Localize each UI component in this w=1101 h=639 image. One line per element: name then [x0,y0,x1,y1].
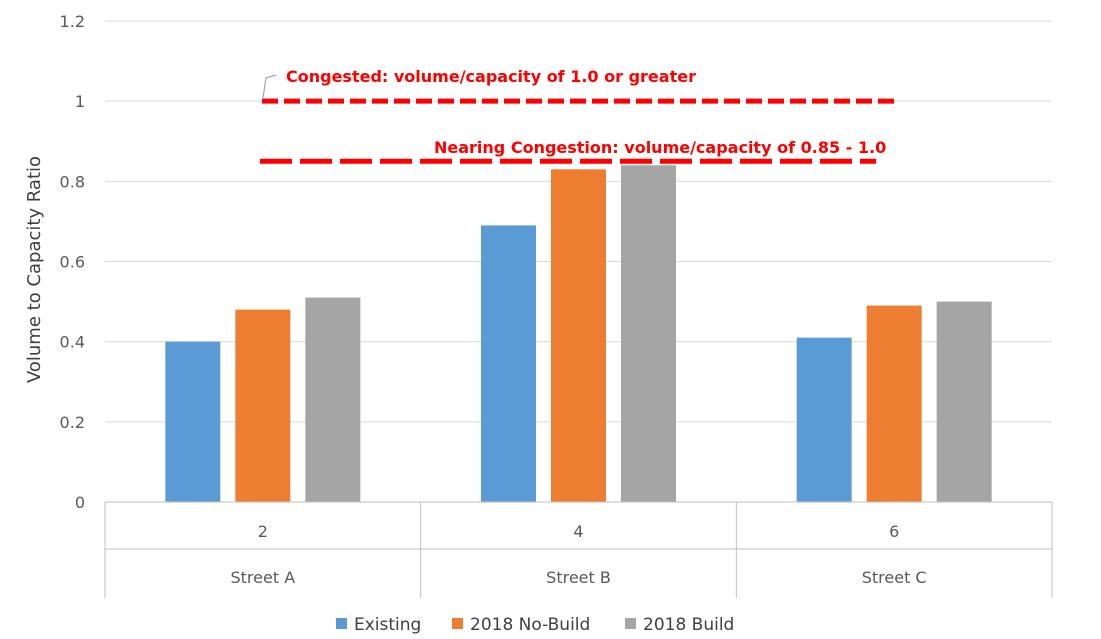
legend: Existing 2018 No-Build 2018 Build [336,615,734,635]
y-tick-label: 0.6 [60,253,85,272]
y-axis-ticks: 0 0.2 0.4 0.6 0.8 1 1.2 [60,12,85,512]
bar [936,301,992,502]
bar [866,305,922,502]
bar [165,341,221,502]
y-tick-label: 1.2 [60,12,85,31]
bar [481,225,536,503]
y-tick-label: 0.2 [60,413,85,432]
x-category-label: Street B [546,568,611,587]
y-tick-label: 1 [75,92,85,111]
nearing-congestion-annotation: Nearing Congestion: volume/capacity of 0… [434,138,886,157]
legend-label: Existing [354,615,421,635]
bar [551,169,606,502]
bar [235,309,291,502]
legend-label: 2018 Build [643,615,734,635]
legend-swatch [452,618,463,629]
annotations: Congested: volume/capacity of 1.0 or gre… [260,67,897,164]
annotation-leader-line [262,74,277,99]
x-tick-label: 2 [258,522,268,541]
x-category-label: Street A [231,568,296,587]
bars [165,165,992,503]
y-tick-label: 0 [75,493,85,512]
x-tick-label: 4 [573,522,583,541]
legend-swatch [625,618,636,629]
y-tick-label: 0.4 [60,333,85,352]
x-tick-label: 6 [889,522,899,541]
legend-label: 2018 No-Build [470,615,590,635]
bar [305,297,361,502]
bar [621,165,676,503]
x-axis: 2 Street A 4 Street B 6 Street C [104,501,1053,598]
x-category-label: Street C [862,568,927,587]
y-axis-title: Volume to Capacity Ratio [24,156,45,383]
congested-annotation: Congested: volume/capacity of 1.0 or gre… [286,67,696,86]
y-tick-label: 0.8 [60,172,85,191]
legend-swatch [336,618,347,629]
bar [796,337,852,502]
